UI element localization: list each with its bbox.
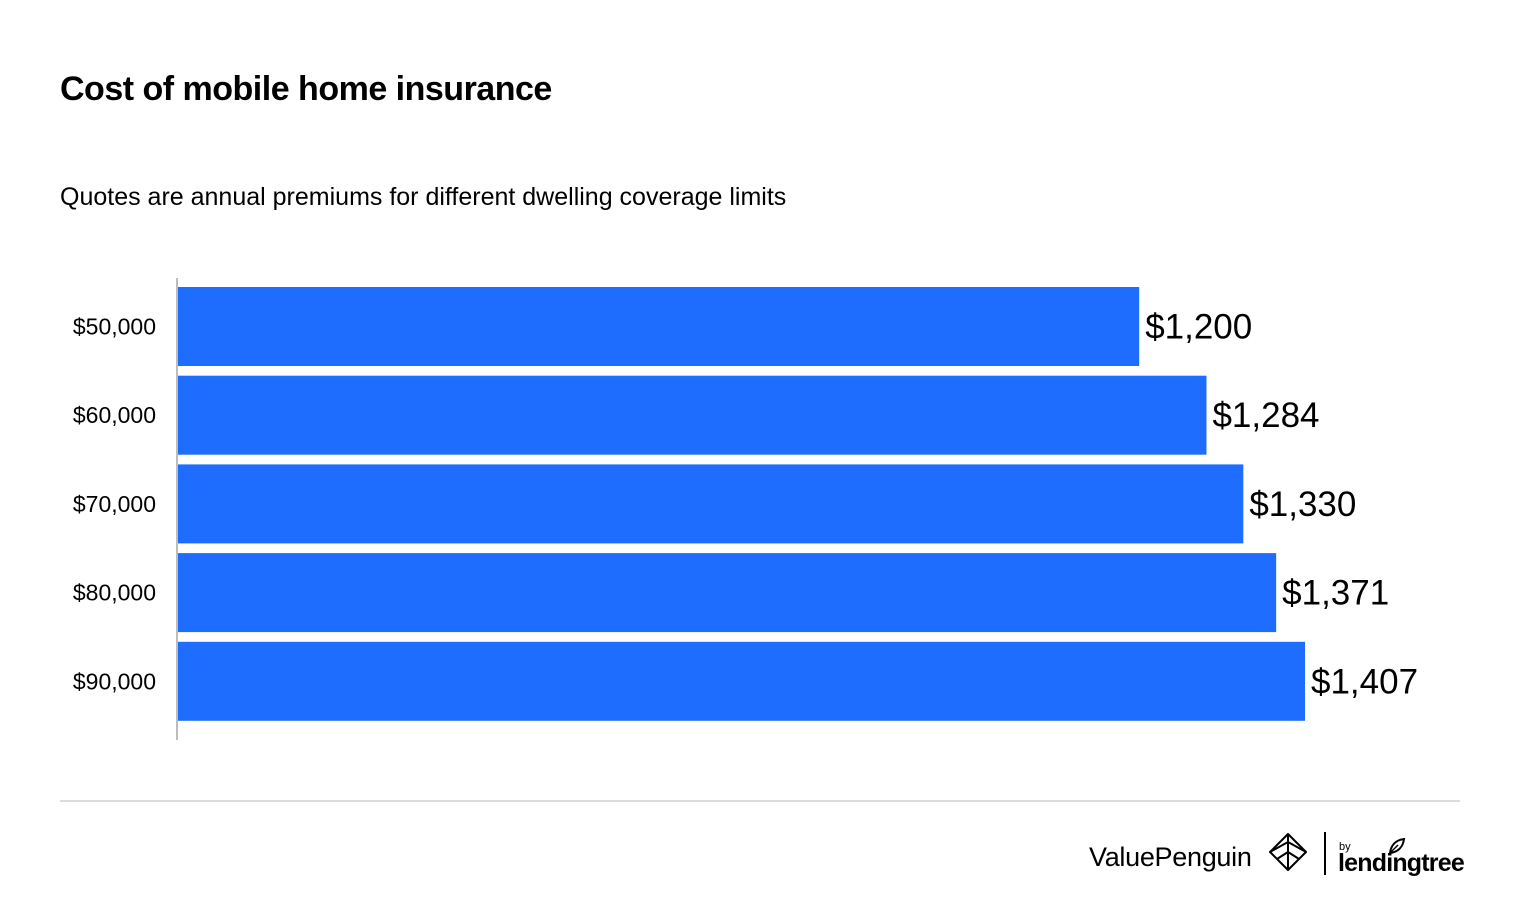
data-label-2: $1,330 <box>1249 485 1356 524</box>
data-label-0: $1,200 <box>1145 308 1252 347</box>
bar-0 <box>178 287 1140 366</box>
y-tick-label-2: $70,000 <box>73 491 156 517</box>
brand-divider <box>1324 832 1326 875</box>
y-tick-label-3: $80,000 <box>73 580 156 606</box>
by-label: by <box>1339 841 1351 853</box>
data-label-4: $1,407 <box>1311 662 1418 701</box>
leaf-icon <box>1388 838 1406 854</box>
bar-4 <box>178 641 1305 721</box>
bar-3 <box>178 553 1277 633</box>
y-tick-label-1: $60,000 <box>73 402 156 428</box>
brand-valuepenguin: ValuePenguin <box>1089 842 1252 872</box>
y-tick-label-0: $50,000 <box>73 314 156 340</box>
penguin-diamond-icon <box>1269 833 1307 871</box>
bar-chart: $50,000 $1,200 $60,000 $1,284 $70,000 $1,330 $… <box>73 278 1418 740</box>
bar-2 <box>178 464 1244 544</box>
brand-lendingtree: lendingtree <box>1338 849 1465 877</box>
footer-divider <box>60 800 1460 802</box>
y-tick-label-4: $90,000 <box>73 668 156 694</box>
data-label-3: $1,371 <box>1282 574 1389 613</box>
chart-title: Cost of mobile home insurance <box>60 70 552 108</box>
chart-subtitle: Quotes are annual premiums for different… <box>60 183 787 211</box>
data-label-1: $1,284 <box>1212 396 1319 435</box>
bar-1 <box>178 375 1207 455</box>
